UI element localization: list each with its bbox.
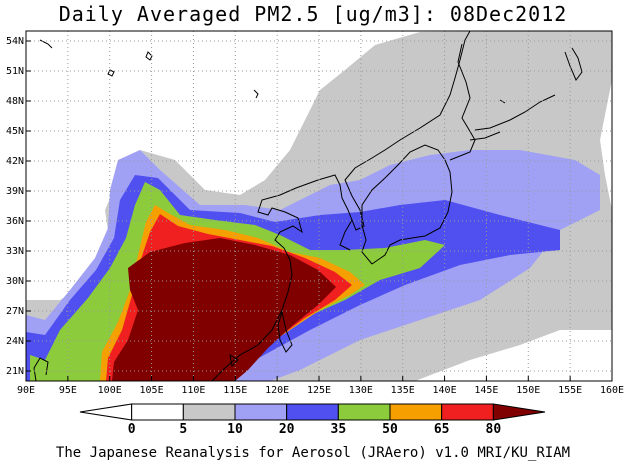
lon-label: 135E <box>391 385 415 396</box>
legend-label: 20 <box>279 422 295 437</box>
lon-label: 110E <box>181 385 205 396</box>
lon-label: 140E <box>433 385 457 396</box>
legend-label: 10 <box>227 422 243 437</box>
concentration-zone-over-80 <box>112 238 336 381</box>
legend-swatch <box>389 403 443 421</box>
legend-swatch <box>441 403 494 421</box>
credit-footer: The Japanese Reanalysis for Aerosol (JRA… <box>55 445 571 461</box>
legend-swatch <box>182 403 236 421</box>
legend-colorbar: 0 5 10 20 35 50 65 80 <box>79 403 546 437</box>
lat-label: 54N <box>6 36 24 47</box>
legend-label: 65 <box>434 422 450 437</box>
lat-label: 42N <box>6 156 24 167</box>
lat-label: 45N <box>6 126 24 137</box>
legend-label: 80 <box>486 422 502 437</box>
latitude-labels: 21N 24N 27N 30N 33N 36N 39N 42N 45N 48N 51N 54N <box>6 36 31 377</box>
lon-label: 160E <box>600 385 624 396</box>
legend-swatch <box>79 403 133 421</box>
legend-swatch <box>492 403 546 421</box>
legend-swatch <box>131 403 184 421</box>
lat-label: 33N <box>6 246 24 257</box>
lat-label: 51N <box>6 66 24 77</box>
lon-label: 100E <box>98 385 122 396</box>
lat-label: 24N <box>6 336 24 347</box>
legend-label: 0 <box>128 422 136 437</box>
lon-label: 125E <box>307 385 331 396</box>
lon-label: 120E <box>265 385 289 396</box>
coastlines <box>33 31 583 381</box>
legend-label: 35 <box>331 422 347 437</box>
lat-label: 27N <box>6 306 24 317</box>
lat-label: 36N <box>6 216 24 227</box>
legend-swatch <box>286 403 339 421</box>
longitude-labels: 90E 95E 100E 105E 110E 115E 120E 125E 130E 135E 14… <box>17 376 624 396</box>
lon-label: 130E <box>349 385 373 396</box>
lat-label: 21N <box>6 366 24 377</box>
legend-swatch <box>234 403 288 421</box>
lon-label: 90E <box>17 385 35 396</box>
map-title: Daily Averaged PM2.5 [ug/m3]: 08Dec2012 <box>58 2 568 26</box>
lon-label: 95E <box>59 385 77 396</box>
lon-label: 145E <box>474 385 498 396</box>
lon-label: 115E <box>223 385 247 396</box>
legend-label: 50 <box>382 422 398 437</box>
lon-label: 155E <box>558 385 582 396</box>
lat-label: 48N <box>6 96 24 107</box>
lat-label: 39N <box>6 186 24 197</box>
lon-label: 150E <box>516 385 540 396</box>
graticule <box>26 31 612 381</box>
lat-label: 30N <box>6 276 24 287</box>
legend-label: 5 <box>179 422 187 437</box>
lon-label: 105E <box>140 385 164 396</box>
legend-swatch <box>337 403 391 421</box>
